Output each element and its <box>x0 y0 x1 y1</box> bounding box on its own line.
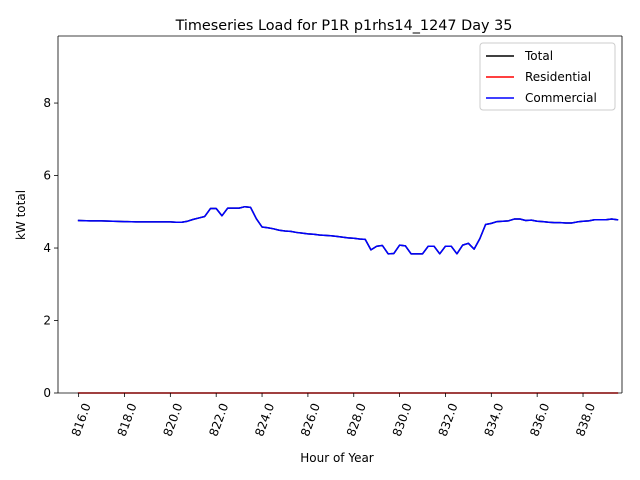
x-tick-label: 816.0 <box>69 401 94 438</box>
x-tick-label: 822.0 <box>206 401 231 438</box>
y-tick-label: 2 <box>43 314 51 328</box>
x-tick-label: 828.0 <box>344 401 369 438</box>
x-tick-label: 830.0 <box>390 401 415 438</box>
x-tick-label: 836.0 <box>527 401 552 438</box>
x-tick-label: 824.0 <box>252 401 277 438</box>
legend-label-commercial: Commercial <box>525 91 597 105</box>
x-tick-label: 818.0 <box>115 401 140 438</box>
legend: Total Residential Commercial <box>479 42 616 111</box>
legend-label-total: Total <box>524 49 553 63</box>
legend-box <box>479 42 616 111</box>
x-tick-label: 820.0 <box>161 401 186 438</box>
x-tick-label: 832.0 <box>436 401 461 438</box>
x-axis-label: Hour of Year <box>300 451 374 465</box>
y-tick-label: 4 <box>43 241 51 255</box>
legend-label-residential: Residential <box>525 70 591 84</box>
axes-frame <box>57 35 623 394</box>
y-axis-ticks: 0 2 4 6 8 <box>43 96 58 400</box>
y-tick-label: 6 <box>43 169 51 183</box>
x-tick-label: 838.0 <box>573 401 598 438</box>
y-tick-label: 8 <box>43 96 51 110</box>
x-tick-label: 826.0 <box>298 401 323 438</box>
chart-title: Timeseries Load for P1R p1rhs14_1247 Day… <box>175 18 513 34</box>
x-axis-ticks: 816.0 818.0 820.0 822.0 824.0 826.0 828.0 830.0… <box>69 393 598 438</box>
x-tick-label: 834.0 <box>481 401 506 438</box>
series-line-commercial <box>77 205 619 255</box>
y-tick-label: 0 <box>43 386 51 400</box>
y-axis-label: kW total <box>14 190 28 240</box>
